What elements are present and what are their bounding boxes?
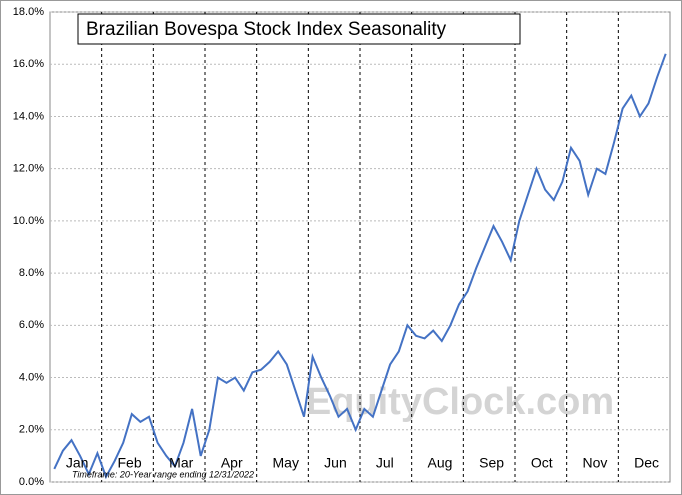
y-tick-label: 14.0% xyxy=(13,110,44,122)
y-tick-label: 2.0% xyxy=(19,424,44,436)
y-tick-label: 18.0% xyxy=(13,6,44,18)
y-tick-label: 10.0% xyxy=(13,215,44,227)
x-tick-label: Apr xyxy=(221,455,243,471)
series-line xyxy=(53,53,667,480)
x-tick-label: Jan xyxy=(66,455,89,471)
x-tick-label: Aug xyxy=(428,455,453,471)
x-tick-label: Nov xyxy=(583,455,608,471)
x-tick-label: Oct xyxy=(531,455,553,471)
x-tick-label: May xyxy=(273,455,299,471)
x-tick-label: Jun xyxy=(324,455,347,471)
y-tick-label: 6.0% xyxy=(19,319,44,331)
y-tick-label: 16.0% xyxy=(13,58,44,70)
y-tick-label: 4.0% xyxy=(19,371,44,383)
watermark: EquityClock.com xyxy=(306,381,614,423)
chart-title: Brazilian Bovespa Stock Index Seasonalit… xyxy=(86,19,447,40)
title-box xyxy=(77,13,521,45)
x-tick-label: Jul xyxy=(376,455,394,471)
footnote: Timeframe: 20-Year range ending 12/31/20… xyxy=(72,469,254,479)
y-tick-label: 0.0% xyxy=(19,476,44,488)
x-tick-label: Sep xyxy=(479,455,504,471)
y-tick-label: 12.0% xyxy=(13,163,44,175)
x-tick-label: Feb xyxy=(118,455,142,471)
x-tick-label: Mar xyxy=(169,455,193,471)
x-tick-label: Dec xyxy=(634,455,659,471)
y-tick-label: 8.0% xyxy=(19,267,44,279)
